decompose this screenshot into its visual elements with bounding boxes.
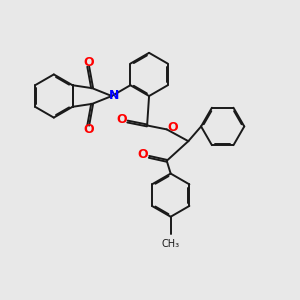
- Text: N: N: [109, 88, 119, 101]
- Text: O: O: [83, 56, 94, 69]
- Text: O: O: [116, 113, 127, 126]
- Text: O: O: [138, 148, 148, 161]
- Text: O: O: [167, 121, 178, 134]
- Text: CH₃: CH₃: [162, 239, 180, 249]
- Text: O: O: [83, 123, 94, 136]
